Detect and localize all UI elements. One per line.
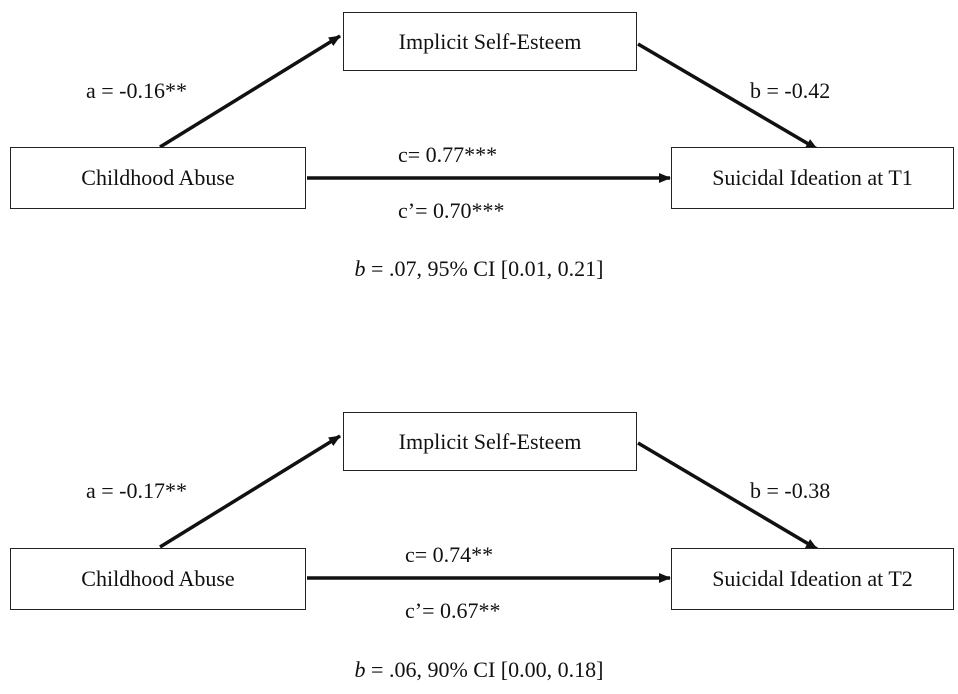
path-arrows-t1 bbox=[159, 34, 818, 183]
path-arrows-t2 bbox=[159, 434, 818, 583]
path-a-label: a = -0.16** bbox=[86, 78, 187, 103]
indirect-effect-symbol: b bbox=[354, 657, 366, 682]
path-c-label: c= 0.77*** bbox=[398, 142, 498, 167]
mediation-model-t1: Implicit Self-Esteem Childhood Abuse Sui… bbox=[0, 12, 958, 282]
predictor-label: Childhood Abuse bbox=[81, 566, 235, 591]
outcome-label: Suicidal Ideation at T1 bbox=[712, 165, 913, 190]
path-a-arrow bbox=[159, 34, 341, 149]
mediator-label: Implicit Self-Esteem bbox=[398, 28, 582, 54]
indirect-effect-text: b = .06, 90% CI [0.00, 0.18] bbox=[0, 657, 958, 683]
path-b-arrow bbox=[637, 441, 818, 551]
path-c-prime-label: c’= 0.67** bbox=[405, 598, 501, 623]
mediator-box: Implicit Self-Esteem bbox=[343, 12, 637, 71]
path-c-prime-label: c’= 0.70*** bbox=[398, 198, 505, 223]
predictor-box: Childhood Abuse bbox=[10, 147, 306, 209]
predictor-label: Childhood Abuse bbox=[81, 165, 235, 190]
indirect-effect-text: b = .07, 95% CI [0.01, 0.21] bbox=[0, 256, 958, 282]
path-b-label: b = -0.42 bbox=[750, 78, 831, 103]
path-c-label: c= 0.74** bbox=[405, 542, 494, 567]
mediator-label: Implicit Self-Esteem bbox=[398, 428, 582, 454]
indirect-effect-value: = .07, 95% CI [0.01, 0.21] bbox=[365, 256, 604, 281]
path-b-label: b = -0.38 bbox=[750, 478, 831, 503]
predictor-box: Childhood Abuse bbox=[10, 548, 306, 610]
path-a-label: a = -0.17** bbox=[86, 478, 187, 503]
outcome-label: Suicidal Ideation at T2 bbox=[712, 566, 913, 591]
path-a-arrow bbox=[159, 434, 341, 549]
mediation-model-t2: Implicit Self-Esteem Childhood Abuse Sui… bbox=[0, 347, 958, 694]
outcome-box: Suicidal Ideation at T1 bbox=[671, 147, 954, 209]
indirect-effect-symbol: b bbox=[354, 256, 366, 281]
indirect-effect-value: = .06, 90% CI [0.00, 0.18] bbox=[365, 657, 604, 682]
mediator-box: Implicit Self-Esteem bbox=[343, 412, 637, 471]
outcome-box: Suicidal Ideation at T2 bbox=[671, 548, 954, 610]
path-b-arrow bbox=[637, 42, 818, 151]
